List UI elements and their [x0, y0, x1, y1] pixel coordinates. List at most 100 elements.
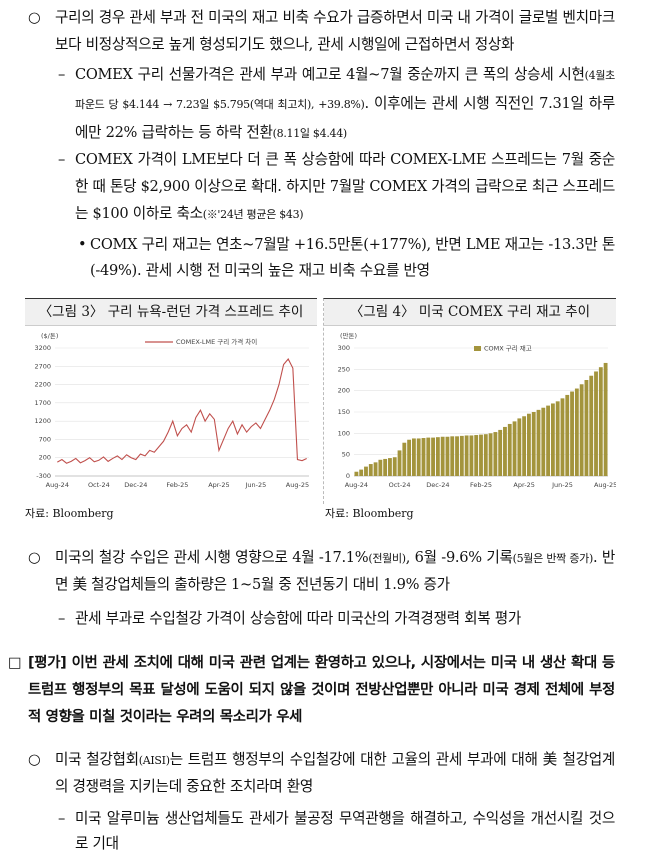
x-tick-label: Dec-24 [124, 481, 147, 489]
bar [541, 407, 546, 476]
bar [450, 436, 455, 476]
bullet: ○ [28, 9, 41, 26]
text-run: 미국의 철강 수입은 관세 시행 영향으로 4월 -17.1% [55, 549, 369, 566]
bar [464, 435, 469, 476]
dash: – [58, 151, 65, 168]
dash: – [58, 66, 65, 83]
line [57, 357, 307, 464]
x-tick-label: Jun-25 [551, 481, 573, 489]
y-tick-label: 2200 [34, 381, 51, 389]
bar [359, 469, 364, 476]
paragraph: – COMEX 구리 선물가격은 관세 부과 예고로 4월~7월 중순까지 큰 폭… [58, 61, 615, 148]
y-tick-label: 50 [342, 451, 350, 459]
text-run: (5월은 반짝 증가) [512, 552, 594, 565]
figure: 〈그림 4〉 미국 COMEX 구리 재고 추이 (만톤) 0 50 100 150 200… [323, 298, 616, 504]
paragraph-text: [평가] 이번 관세 조치에 대해 미국 관련 업계는 환영하고 있으나, 시장… [28, 650, 615, 731]
bar [455, 436, 459, 476]
x-tick-label: Aug-24 [46, 481, 69, 489]
y-tick-label: 250 [338, 365, 350, 373]
x-tick-label: Aug-24 [345, 481, 368, 489]
bar [378, 459, 383, 476]
bar [603, 362, 608, 476]
bar [426, 437, 431, 476]
x-tick-label: Oct-24 [389, 481, 411, 489]
paragraph: ○ 미국의 철강 수입은 관세 시행 영향으로 4월 -17.1%(전월비), 6… [28, 545, 615, 598]
bar [435, 437, 440, 476]
bar [527, 413, 531, 476]
bar [517, 418, 522, 476]
bar [493, 432, 498, 476]
dash: – [58, 810, 65, 827]
y-tick-label: 1200 [34, 417, 51, 425]
text-run: [평가] 이번 관세 조치에 대해 미국 관련 업계는 환영하고 있으나, 시장… [28, 655, 615, 725]
text-run: 미국 알루미늄 생산업체들도 관세가 불공정 무역관행을 해결하고, 수익성을 … [75, 810, 615, 852]
text-run: COMEX 구리 선물가격은 관세 부과 예고로 4월~7월 중순까지 큰 폭의… [75, 66, 585, 83]
x-tick-label: Oct-24 [88, 481, 110, 489]
y-tick-label: 0 [346, 472, 350, 480]
x-tick-label: Feb-25 [470, 481, 492, 489]
y-tick-label: 200 [39, 454, 51, 462]
bar [488, 433, 493, 476]
bar [565, 394, 570, 476]
bar [469, 435, 474, 476]
bar [354, 471, 359, 476]
bar [397, 450, 402, 476]
bar [431, 437, 435, 476]
paragraph-text: COMEX 가격이 LME보다 더 큰 폭 상승함에 따라 COMEX-LME … [75, 146, 615, 228]
y-tick-label: 200 [338, 387, 350, 395]
y-axis-label: (만톤) [340, 331, 357, 340]
bar [531, 412, 536, 476]
paragraph: ○ 미국 철강협회(AISI)는 트럼프 행정부의 수입철강에 대한 고율의 관세… [28, 747, 615, 800]
x-tick-label: Feb-25 [166, 481, 188, 489]
bar [402, 442, 407, 476]
bar [570, 391, 574, 476]
bar [416, 438, 421, 476]
paragraph-text: 미국의 철강 수입은 관세 시행 영향으로 4월 -17.1%(전월비), 6월… [55, 545, 615, 598]
bar [445, 436, 450, 476]
chart: ($/톤) -300 200 700 1200 1700 2200 2700 3200 Aug-2… [34, 332, 309, 489]
bar [407, 439, 412, 476]
y-tick-label: 2700 [34, 362, 51, 370]
text-run: COMEX 가격이 LME보다 더 큰 폭 상승함에 따라 COMEX-LME … [75, 151, 615, 222]
bar [459, 435, 464, 476]
bar [498, 429, 503, 476]
x-tick-label: Aug-25 [594, 481, 616, 489]
x-tick-label: Dec-24 [426, 481, 449, 489]
text-run: . 이후에는 관세 시행 직전인 7.31일 하루에만 22% 급락하는 등 하… [75, 95, 615, 141]
bar [383, 458, 388, 476]
x-tick-label: Jun-25 [245, 481, 267, 489]
bar [507, 423, 512, 476]
bar [555, 401, 560, 476]
bar [574, 388, 579, 476]
y-tick-label: 150 [338, 408, 350, 416]
y-tick-label: 100 [338, 429, 350, 437]
bar [536, 409, 541, 476]
bar [560, 398, 565, 476]
dot: • [78, 236, 87, 253]
text-run: (AISI) [138, 754, 170, 767]
figure: 〈그림 3〉 구리 뉴욕-런던 가격 스프레드 추이 ($/톤) -300 200 70… [25, 298, 317, 504]
bar [546, 405, 551, 476]
legend-swatch [474, 346, 481, 351]
bar [474, 435, 479, 476]
text-run: (8.11일 $4.44) [272, 127, 348, 140]
legend-label: COMEX-LME 구리 가격 차이 [176, 337, 257, 346]
bar [512, 421, 517, 476]
bar [584, 380, 589, 476]
text-run: (전월비) [368, 552, 406, 565]
bar [483, 434, 488, 476]
figure-title: 〈그림 4〉 미국 COMEX 구리 재고 추이 [324, 299, 616, 326]
bar [440, 436, 445, 476]
text-run: 는 트럼프 행정부의 수입철강에 대한 고율의 관세 부과에 대해 美 철강업계… [55, 751, 615, 795]
text-run: (※'24년 평균은 $43) [202, 208, 304, 221]
paragraph: ○ 구리의 경우 관세 부과 전 미국의 재고 비축 수요가 급증하면서 미국 내… [28, 4, 615, 58]
bar [479, 434, 483, 476]
x-tick-label: Apr-25 [513, 481, 534, 489]
paragraph-text: 구리의 경우 관세 부과 전 미국의 재고 비축 수요가 급증하면서 미국 내 … [55, 4, 615, 58]
source: 자료: Bloomberg [325, 507, 414, 520]
y-tick-label: 1700 [34, 399, 51, 407]
paragraph: – 관세 부과로 수입철강 가격이 상승함에 따라 미국산의 가격경쟁력 회복 평… [58, 605, 615, 632]
bar [503, 426, 507, 476]
paragraph: – COMEX 가격이 LME보다 더 큰 폭 상승함에 따라 COMEX-LME… [58, 146, 615, 228]
